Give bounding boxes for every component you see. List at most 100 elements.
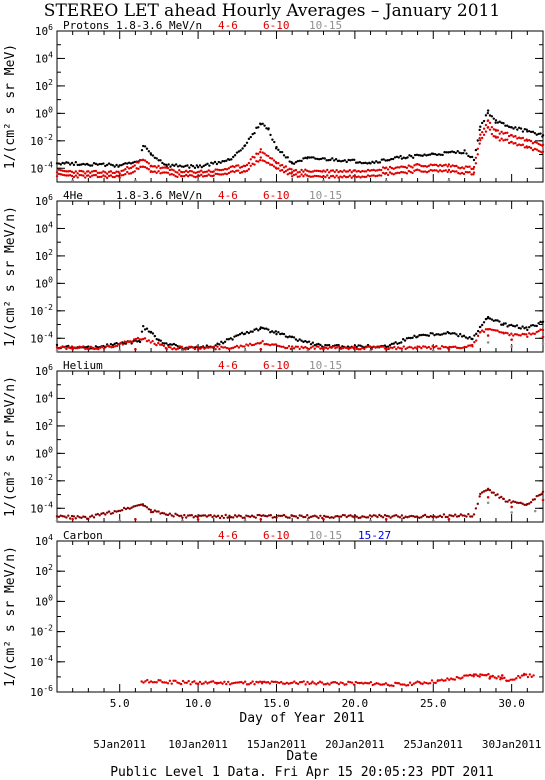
data-point <box>388 684 391 687</box>
data-point <box>280 150 284 154</box>
data-point <box>112 345 115 349</box>
data-point <box>276 681 279 684</box>
data-point <box>172 169 175 172</box>
data-point <box>168 173 172 176</box>
data-point <box>438 163 442 167</box>
data-point <box>279 514 282 518</box>
data-point <box>425 165 429 168</box>
data-point <box>84 172 87 175</box>
data-point <box>59 514 62 517</box>
data-point <box>172 342 176 346</box>
plot-frame <box>56 540 544 693</box>
data-point <box>519 327 522 330</box>
data-point <box>374 514 377 517</box>
data-point <box>259 177 263 181</box>
data-point <box>416 168 419 171</box>
data-point <box>528 326 531 329</box>
data-point <box>520 674 524 677</box>
data-point <box>494 493 497 497</box>
data-point <box>184 516 188 519</box>
data-point <box>451 169 454 173</box>
data-point <box>67 346 70 349</box>
date-axis: 5Jan2011 10Jan2011 15Jan2011 20Jan2011 25Jan… <box>93 738 541 751</box>
chart-title: STEREO LET ahead Hourly Averages – Janua… <box>44 1 500 21</box>
data-point <box>459 166 462 170</box>
data-point <box>510 133 513 137</box>
data-point <box>366 168 370 172</box>
data-point <box>133 170 136 173</box>
data-point <box>355 170 358 173</box>
data-point <box>157 679 160 682</box>
data-point <box>302 680 305 683</box>
data-point <box>510 505 513 509</box>
data-point <box>470 155 474 159</box>
data-point <box>521 136 525 140</box>
data-point <box>102 162 105 165</box>
data-point <box>447 179 451 182</box>
data-point <box>389 346 392 349</box>
data-point <box>142 144 145 148</box>
data-point <box>220 173 223 176</box>
data-point <box>541 342 545 346</box>
data-point <box>363 347 366 351</box>
data-point <box>418 345 421 349</box>
data-point <box>423 153 426 156</box>
data-point <box>428 153 432 156</box>
data-point <box>463 345 466 349</box>
data-point <box>298 159 301 162</box>
data-point <box>55 515 59 518</box>
data-point <box>437 515 440 518</box>
data-point <box>376 161 380 164</box>
data-point <box>378 174 381 177</box>
data-point <box>256 341 259 345</box>
data-point <box>230 347 233 350</box>
data-point <box>510 323 513 327</box>
data-point <box>286 168 289 171</box>
data-point <box>247 168 251 171</box>
data-point <box>480 323 484 327</box>
data-point <box>347 680 350 684</box>
data-point <box>343 159 347 162</box>
data-point <box>461 346 464 349</box>
data-point <box>420 164 423 168</box>
data-point <box>480 329 484 332</box>
data-point <box>260 514 263 518</box>
data-point <box>257 126 260 129</box>
data-point <box>105 511 109 514</box>
legend-label: 10-15 <box>309 529 342 542</box>
data-point <box>243 516 246 519</box>
data-point <box>478 142 481 145</box>
data-point <box>111 164 115 167</box>
data-point <box>221 159 224 163</box>
data-point <box>200 514 203 518</box>
data-point <box>526 502 529 506</box>
data-point <box>334 158 338 161</box>
data-point <box>250 514 254 517</box>
data-point <box>201 175 205 178</box>
data-point <box>63 345 66 349</box>
data-point <box>127 340 130 343</box>
data-point <box>164 171 168 174</box>
data-point <box>498 320 501 323</box>
data-point <box>401 165 405 169</box>
data-point <box>437 164 440 168</box>
data-point <box>403 171 407 174</box>
data-point <box>300 173 303 176</box>
data-point <box>422 345 425 348</box>
data-point <box>307 175 311 178</box>
data-point <box>531 323 535 327</box>
data-point <box>192 516 195 519</box>
data-point <box>70 345 74 348</box>
data-point <box>184 169 188 173</box>
data-point <box>140 330 144 333</box>
data-point <box>472 171 476 174</box>
data-point <box>331 174 335 178</box>
data-point <box>482 119 486 123</box>
data-point <box>179 682 183 686</box>
data-point <box>240 680 243 684</box>
data-point <box>254 342 257 346</box>
x-tick-label: 25.0 <box>420 697 447 710</box>
data-point <box>274 680 277 683</box>
data-point <box>174 163 178 166</box>
legend-label: 10-15 <box>309 189 342 202</box>
